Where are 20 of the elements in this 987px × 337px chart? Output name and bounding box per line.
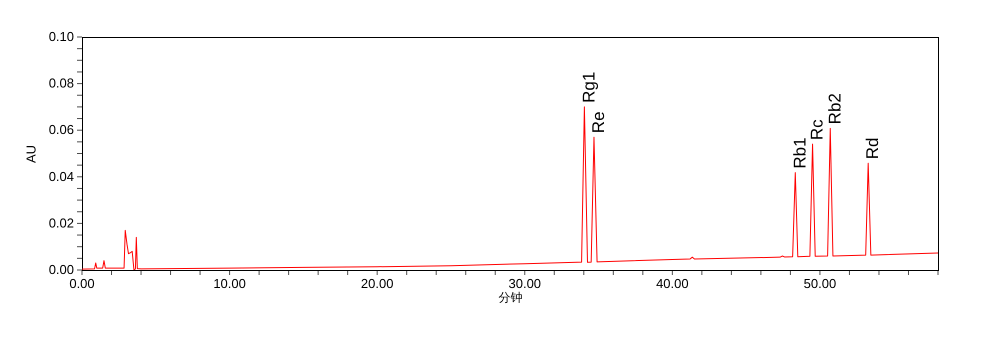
annotation: Rd xyxy=(863,138,882,160)
x-tick-label: 20.00 xyxy=(360,276,394,291)
x-axis-title: 分钟 xyxy=(498,290,522,304)
x-tick-label: 0.00 xyxy=(69,276,95,291)
y-tick-label: 0.06 xyxy=(48,122,74,138)
y-tick-label: 0.04 xyxy=(48,168,74,184)
y-tick-label: 0.02 xyxy=(48,215,74,230)
annotation: Rb1 xyxy=(790,137,810,169)
y-axis-title: AU xyxy=(24,144,38,164)
y-tick-label: 0.10 xyxy=(48,29,74,44)
y-tick-label: 0.00 xyxy=(48,262,74,277)
annotation: Rg1 xyxy=(579,72,598,103)
annotation: Rb2 xyxy=(825,93,844,124)
x-tick-label: 40.00 xyxy=(656,276,689,291)
x-tick-label: 10.00 xyxy=(213,276,246,291)
y-tick-label: 0.08 xyxy=(48,76,74,91)
annotation: Rc xyxy=(808,118,827,140)
x-tick-label: 30.00 xyxy=(508,276,542,291)
x-tick-label: 50.00 xyxy=(804,276,836,291)
annotation: Re xyxy=(588,111,608,134)
